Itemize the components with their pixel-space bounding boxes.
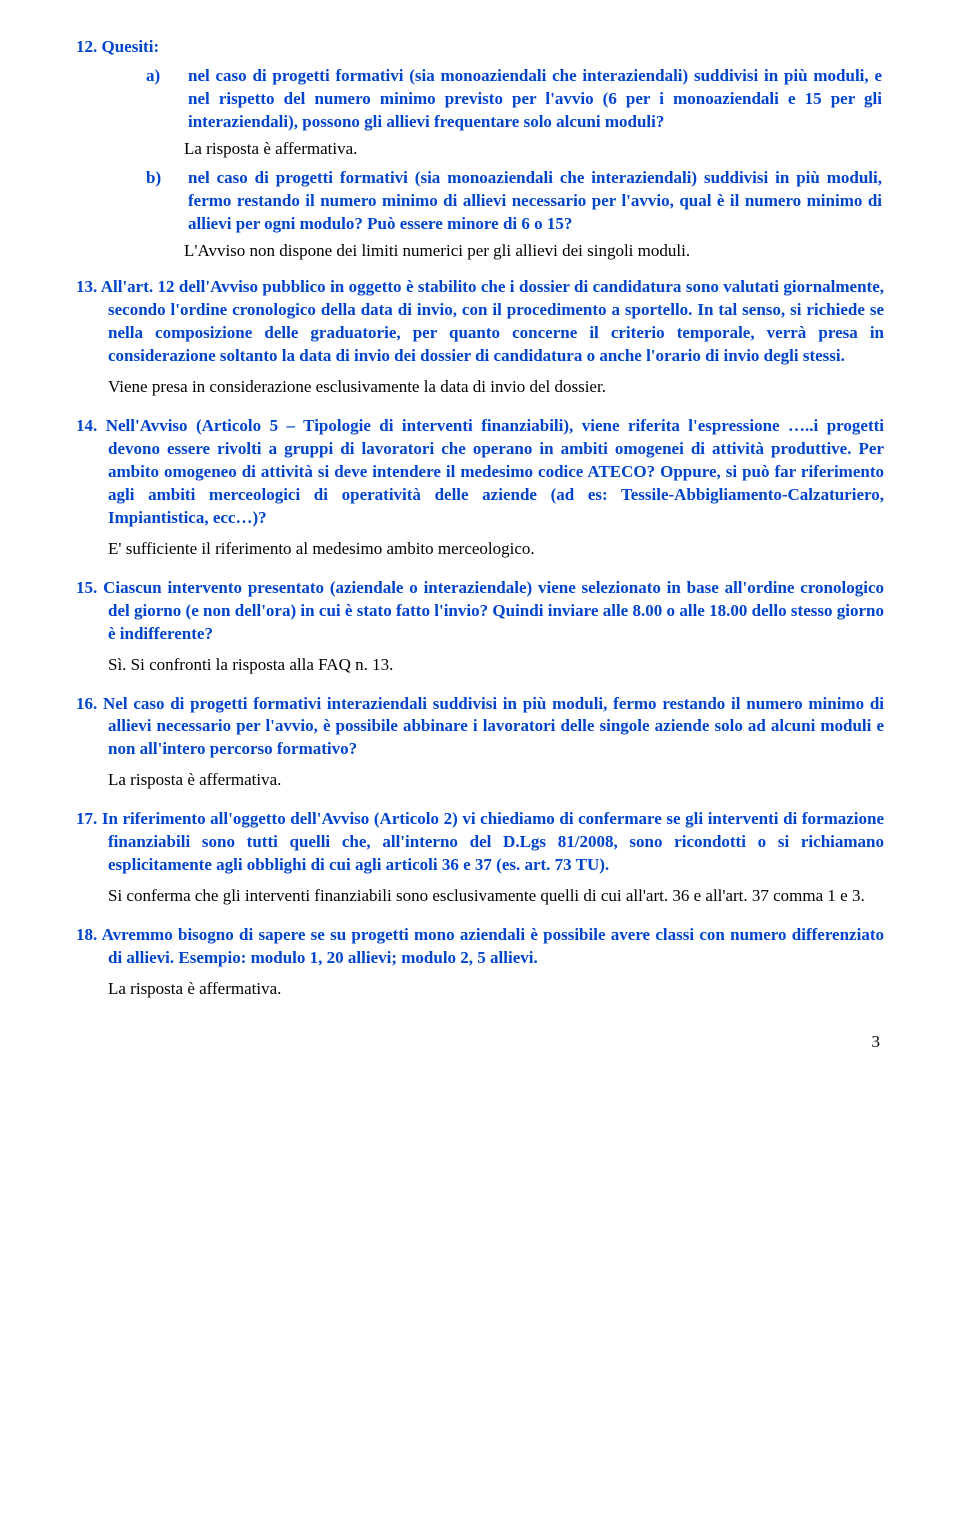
faq-12-sublist: a) nel caso di progetti formativi (sia m…: [146, 65, 884, 263]
sub-answer-a: La risposta è affermativa.: [184, 138, 884, 161]
faq-13-qtext: All'art. 12 dell'Avviso pubblico in ogge…: [101, 277, 884, 365]
faq-15-qtext: Ciascun intervento presentato (aziendale…: [103, 578, 884, 643]
faq-item-15: 15. Ciascun intervento presentato (azien…: [76, 577, 884, 677]
faq-item-14: 14. Nell'Avviso (Articolo 5 – Tipologie …: [76, 415, 884, 561]
faq-item-12: 12. Quesiti: a) nel caso di progetti for…: [76, 36, 884, 262]
faq-13-num: 13.: [76, 277, 97, 296]
faq-12-sub-a: a) nel caso di progetti formativi (sia m…: [146, 65, 884, 161]
faq-18-answer: La risposta è affermativa.: [108, 978, 884, 1001]
faq-16-qtext: Nel caso di progetti formativi interazie…: [103, 694, 884, 759]
faq-17-num: 17.: [76, 809, 97, 828]
faq-16-num: 16.: [76, 694, 97, 713]
sub-label-a: a): [146, 65, 184, 88]
faq-13-question: 13. All'art. 12 dell'Avviso pubblico in …: [108, 276, 884, 368]
faq-18-question: 18. Avremmo bisogno di sapere se su prog…: [108, 924, 884, 970]
faq-17-qtext: In riferimento all'oggetto dell'Avviso (…: [102, 809, 884, 874]
faq-18-num: 18.: [76, 925, 97, 944]
faq-item-13: 13. All'art. 12 dell'Avviso pubblico in …: [76, 276, 884, 399]
sub-question-b: nel caso di progetti formativi (sia mono…: [188, 167, 882, 236]
faq-14-num: 14.: [76, 416, 97, 435]
faq-17-question: 17. In riferimento all'oggetto dell'Avvi…: [108, 808, 884, 877]
faq-item-17: 17. In riferimento all'oggetto dell'Avvi…: [76, 808, 884, 908]
faq-12-sub-b: b) nel caso di progetti formativi (sia m…: [146, 167, 884, 263]
faq-17-answer: Si conferma che gli interventi finanziab…: [108, 885, 884, 908]
faq-14-answer: E' sufficiente il riferimento al medesim…: [108, 538, 884, 561]
faq-12-heading: 12. Quesiti:: [76, 36, 884, 59]
sub-answer-b: L'Avviso non dispone dei limiti numerici…: [184, 240, 884, 263]
faq-item-18: 18. Avremmo bisogno di sapere se su prog…: [76, 924, 884, 1001]
faq-15-answer: Sì. Si confronti la risposta alla FAQ n.…: [108, 654, 884, 677]
faq-16-question: 16. Nel caso di progetti formativi inter…: [108, 693, 884, 762]
faq-15-question: 15. Ciascun intervento presentato (azien…: [108, 577, 884, 646]
sub-label-b: b): [146, 167, 184, 190]
faq-16-answer: La risposta è affermativa.: [108, 769, 884, 792]
faq-14-qtext: Nell'Avviso (Articolo 5 – Tipologie di i…: [106, 416, 884, 527]
faq-13-answer: Viene presa in considerazione esclusivam…: [108, 376, 884, 399]
faq-18-qtext: Avremmo bisogno di sapere se su progetti…: [102, 925, 884, 967]
faq-14-question: 14. Nell'Avviso (Articolo 5 – Tipologie …: [108, 415, 884, 530]
sub-question-a: nel caso di progetti formativi (sia mono…: [188, 65, 882, 134]
faq-15-num: 15.: [76, 578, 97, 597]
page-number: 3: [76, 1031, 884, 1054]
faq-item-16: 16. Nel caso di progetti formativi inter…: [76, 693, 884, 793]
